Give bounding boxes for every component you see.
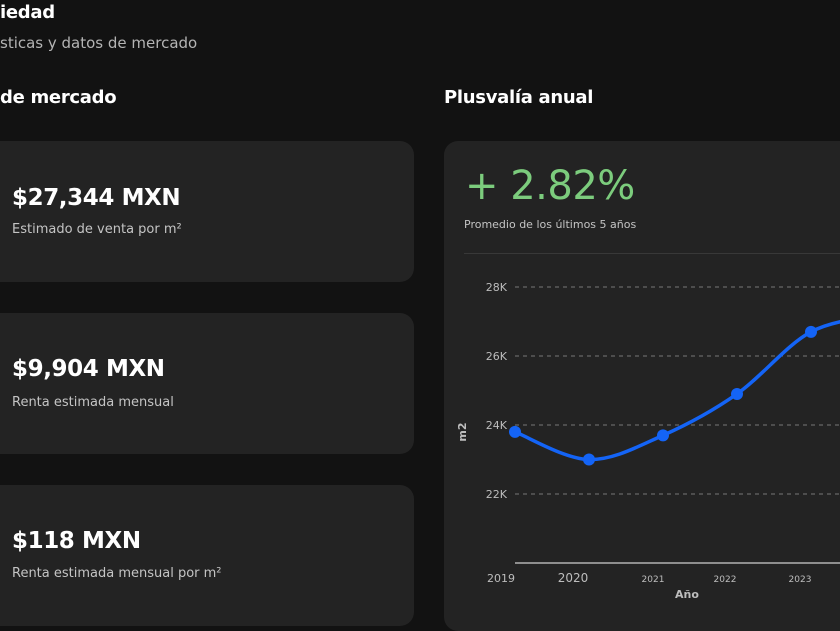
page-subtitle: sticas y datos de mercado [0,34,198,52]
data-point[interactable] [509,425,521,438]
monthly-rent-value: $9,904 MXN [12,356,165,382]
x-tick-label: 2022 [714,575,737,585]
appreciation-card [444,141,840,631]
monthly-rent-label: Renta estimada mensual [12,395,174,410]
sale-price-label: Estimado de venta por m² [12,222,182,237]
y-tick-label: 22K [486,488,508,501]
market-section-title: de mercado [0,87,117,108]
sale-price-card: $27,344 MXN Estimado de venta por m² [0,141,414,282]
series-line [513,320,840,462]
appreciation-section-title: Plusvalía anual [444,87,594,108]
appreciation-subtitle: Promedio de los últimos 5 años [464,218,637,231]
rent-per-m2-value: $118 MXN [12,528,141,554]
page-title: iedad [0,2,55,23]
y-axis-title: m2 [456,422,469,441]
data-point[interactable] [731,387,743,400]
data-point[interactable] [805,325,817,338]
y-tick-label: 28K [486,281,508,294]
monthly-rent-card: $9,904 MXN Renta estimada mensual [0,313,414,454]
rent-per-m2-label: Renta estimada mensual por m² [12,566,222,581]
x-tick-label: 2023 [789,575,812,585]
x-tick-label: 2019 [487,572,515,585]
y-tick-label: 24K [486,419,508,432]
data-point[interactable] [657,429,669,442]
sale-price-value: $27,344 MXN [12,185,181,211]
rent-per-m2-card: $118 MXN Renta estimada mensual por m² [0,485,414,626]
appreciation-value: + 2.82% [465,163,635,209]
x-axis-title: Año [675,588,699,601]
data-point[interactable] [583,453,595,466]
x-tick-label: 2020 [558,571,589,585]
x-tick-label: 2021 [642,575,665,585]
y-tick-label: 26K [486,350,508,363]
card-divider [464,253,840,254]
